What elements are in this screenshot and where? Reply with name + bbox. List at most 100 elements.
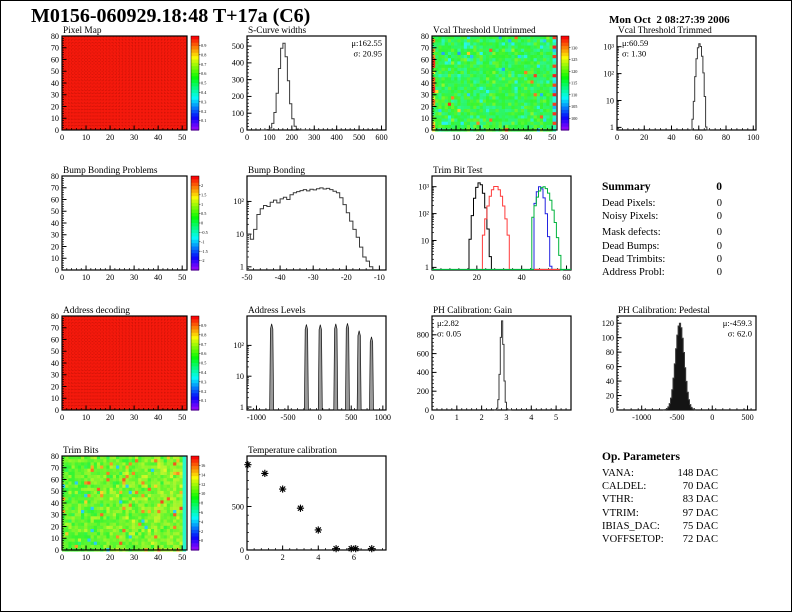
svg-text:0: 0 [245,133,249,142]
stat-row: CALDEL: 70 DAC [602,480,718,493]
colorbar-label: 14 [201,472,206,477]
stat-row: Dead Bumps: 0 [602,240,722,253]
svg-text:0: 0 [55,546,59,555]
svg-text:10: 10 [82,273,90,282]
stats-line: μ:162.55 [351,38,382,48]
svg-text:60: 60 [51,475,59,484]
svg-text:40: 40 [51,359,59,368]
svg-text:60: 60 [606,362,614,371]
page-title: M0156-060929.18:48 T+17a (C6) [31,5,311,27]
svg-text:40: 40 [51,79,59,88]
svg-text:0: 0 [430,413,434,422]
histogram-outline [494,320,512,411]
histogram-outline [662,322,697,411]
colorbar-label: 0.7 [201,62,207,67]
svg-text:0: 0 [240,546,244,555]
svg-text:60: 60 [695,133,703,142]
svg-text:80: 80 [722,133,730,142]
svg-text:50: 50 [178,133,186,142]
svg-text:30: 30 [130,413,138,422]
svg-text:1: 1 [240,403,244,412]
colorbar-label: 110 [571,92,577,97]
svg-text:50: 50 [51,207,59,216]
svg-text:10: 10 [51,394,59,403]
colorbar-label: 0.7 [201,342,207,347]
svg-text:0: 0 [610,406,614,415]
colorbar-label: 0.2 [201,109,206,114]
summary-title: Summary [602,181,651,193]
svg-text:0: 0 [430,133,434,142]
svg-text:400: 400 [417,368,429,377]
histogram-outline [260,42,310,131]
svg-text:3: 3 [504,413,508,422]
svg-text:40: 40 [154,553,162,562]
bump-bonding-title: Bump Bonding [248,166,305,176]
svg-text:0: 0 [425,126,429,135]
stat-row: Dead Pixels: 0 [602,197,722,210]
colorbar-label: 0.4 [201,90,207,95]
svg-text:10: 10 [421,114,429,123]
histogram-outline [690,43,710,131]
stat-label: VOFFSETOP: [602,534,664,546]
svg-text:30: 30 [51,231,59,240]
colorbar-label: 115 [571,81,577,86]
colorbar-label: -1.5 [201,249,208,254]
colorbar-label: 2 [201,183,203,188]
svg-text:500: 500 [345,413,357,422]
ph-calibration-gain-title: PH Calibration: Gain [433,306,512,316]
svg-text:10: 10 [82,133,90,142]
svg-text:70: 70 [51,324,59,333]
svg-text:60: 60 [562,273,570,282]
svg-text:0: 0 [60,133,64,142]
colorbar-label: 100 [571,116,577,121]
plot-ph-calibration-gain: PH Calibration: Gain 0 1 2 3 4 5 0 200 400 600 800 μ… [399,303,584,433]
pixel-map-canvas: Pixel Map 0 10 20 30 40 50 0 10 20 30 40 50 60 70 80 0.9… [51,26,207,142]
svg-text:300: 300 [308,133,320,142]
trim-bits-title: Trim Bits [63,446,99,456]
svg-text:50: 50 [178,413,186,422]
svg-text:40: 40 [524,133,532,142]
plot-trim-bits: Trim Bits 0 10 20 30 40 50 0 10 20 30 40 50 60 70 80 16 1… [29,443,214,573]
svg-text:0: 0 [55,126,59,135]
histogram-outline [246,187,374,270]
svg-text:1: 1 [240,263,244,272]
colorbar-label: 12 [201,482,205,487]
plot-frame [61,175,188,271]
vcal-trimmed-canvas: Vcal Threshold Trimmed 0 20 40 60 80 100 1 10 10²… [603,26,759,142]
stat-row: VANA: 148 DAC [602,467,718,480]
colorbar-label: 8 [201,501,203,506]
scatter-marker [261,469,269,478]
stat-label: VANA: [602,468,634,479]
plot-frame [431,175,572,271]
svg-text:1000: 1000 [375,413,391,422]
svg-text:30: 30 [51,511,59,520]
histogram-outline [481,186,510,270]
stat-label: Address Probl: [602,267,665,279]
stat-label: VTRIM: [602,507,639,519]
timestamp: Mon Oct 2 08:27:39 2006 [609,14,730,26]
stat-value: 0 [716,240,722,252]
svg-text:80: 80 [606,348,614,357]
svg-text:20: 20 [106,133,114,142]
stat-label: VTHR: [602,494,634,506]
svg-text:10: 10 [236,230,244,239]
summary-block: Summary 0 Dead Pixels: 0 Noisy Pixels: 0 Mas… [602,181,722,279]
stat-value: 0 [716,227,722,239]
pixel-map-title: Pixel Map [63,26,102,36]
svg-text:-30: -30 [308,273,319,282]
colorbar-label: 120 [571,69,577,74]
address-level-spike [333,323,339,411]
svg-text:30: 30 [130,273,138,282]
vcal-untrimmed-canvas: Vcal Threshold Untrimmed 0 10 20 30 40 50 0 10 20… [421,26,578,142]
stats-line: μ:2.82 [437,318,459,328]
plot-frame [246,455,387,551]
address-decoding-canvas: Address decoding 0 10 20 30 40 50 0 10 20 30 40 50 60… [51,306,207,422]
svg-text:60: 60 [51,195,59,204]
svg-text:10: 10 [82,413,90,422]
plot-vcal-threshold-trimmed: Vcal Threshold Trimmed 0 20 40 60 80 100 1 10 10²… [584,23,769,153]
svg-text:20: 20 [106,273,114,282]
svg-text:0: 0 [318,413,322,422]
